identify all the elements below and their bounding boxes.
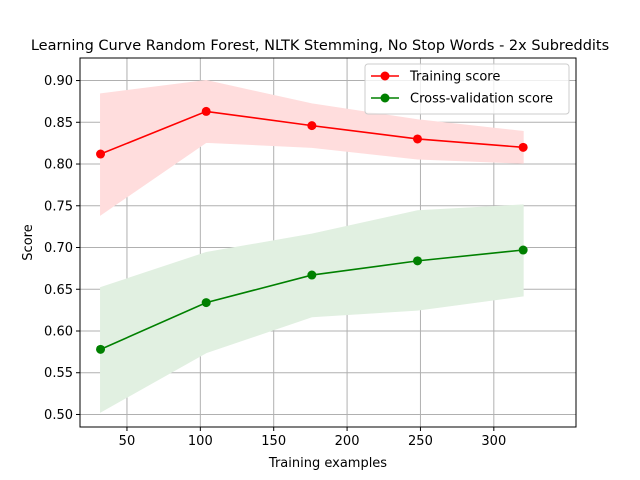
y-tick-label: 0.80 xyxy=(44,158,73,173)
legend-marker-0 xyxy=(380,71,390,81)
legend-label-0: Training score xyxy=(409,70,500,85)
plot-area xyxy=(79,57,577,428)
data-point-0-3 xyxy=(413,134,423,144)
x-tick-label: 150 xyxy=(261,434,286,449)
y-tick-label: 0.60 xyxy=(44,324,73,339)
x-tick-label: 100 xyxy=(188,434,213,449)
x-tick-label: 200 xyxy=(335,434,360,449)
data-point-0-0 xyxy=(96,149,106,159)
data-point-0-4 xyxy=(518,142,528,152)
y-tick-label: 0.75 xyxy=(44,199,73,214)
data-point-1-4 xyxy=(518,245,528,255)
data-point-1-2 xyxy=(307,270,317,280)
plot-frame xyxy=(79,57,577,428)
y-tick-label: 0.85 xyxy=(44,116,73,131)
y-tick-label: 0.65 xyxy=(44,283,73,298)
series-points xyxy=(96,106,528,354)
legend-marker-1 xyxy=(380,93,390,103)
legend-label-1: Cross-validation score xyxy=(410,92,553,107)
chart-title: Learning Curve Random Forest, NLTK Stemm… xyxy=(31,38,609,54)
data-point-0-1 xyxy=(201,106,211,116)
data-point-1-3 xyxy=(413,256,423,266)
legend-frame xyxy=(364,63,570,115)
y-tick-label: 0.50 xyxy=(44,408,73,423)
x-tick-label: 50 xyxy=(119,434,136,449)
x-axis-label: Training examples xyxy=(268,456,387,471)
x-tick-label: 300 xyxy=(481,434,506,449)
y-tick-label: 0.90 xyxy=(44,74,73,89)
data-point-1-0 xyxy=(96,344,106,354)
y-axis-ticks: 0.50 0.55 0.60 0.65 0.70 0.75 0.80 0.85 0.90 xyxy=(44,74,80,423)
legend: Training score Cross-validation score xyxy=(364,63,570,115)
data-point-1-1 xyxy=(201,298,211,308)
y-tick-label: 0.55 xyxy=(44,366,73,381)
x-axis-ticks: 50 100 150 200 250 300 xyxy=(119,427,506,449)
x-tick-label: 250 xyxy=(408,434,433,449)
y-axis-label: Score xyxy=(21,224,36,260)
data-point-0-2 xyxy=(307,121,317,131)
y-tick-label: 0.70 xyxy=(44,241,73,256)
